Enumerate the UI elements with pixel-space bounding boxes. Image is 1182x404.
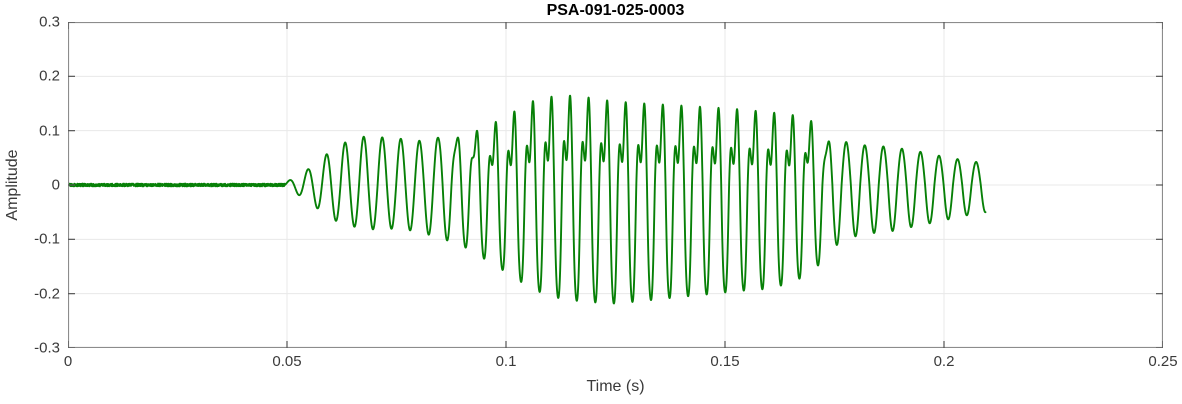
x-tick-label: 0.25 (1148, 353, 1178, 370)
x-tick-label: 0.15 (710, 353, 740, 370)
x-tick-label: 0.2 (933, 353, 955, 370)
y-tick-label: 0.1 (39, 122, 60, 140)
chart-title: PSA-091-025-0003 (546, 2, 685, 19)
y-tick-label: 0.2 (39, 67, 60, 85)
y-tick-label: -0.1 (34, 230, 60, 248)
x-axis-label: Time (s) (586, 378, 645, 395)
waveform-svg (68, 22, 1163, 348)
x-tick-label: 0 (63, 353, 73, 370)
y-tick-label: 0 (51, 176, 60, 194)
x-tick-label: 0.1 (495, 353, 517, 370)
x-tick-label: 0.05 (272, 353, 302, 370)
y-tick-label: -0.2 (34, 285, 60, 303)
y-tick-label: 0.3 (39, 13, 60, 31)
plot-area (68, 22, 1163, 348)
y-tick-label: -0.3 (34, 339, 60, 357)
